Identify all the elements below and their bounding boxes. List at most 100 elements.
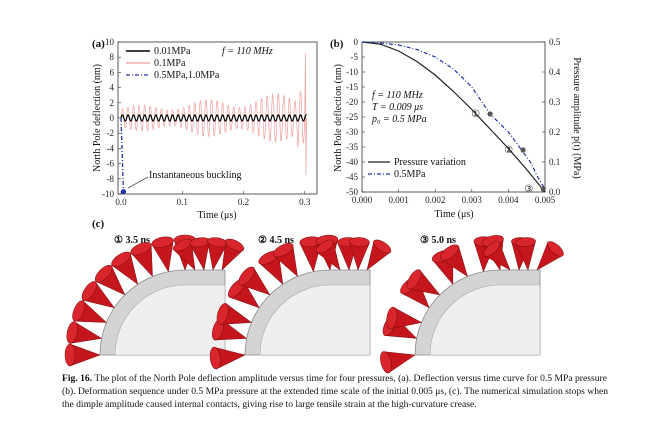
panel-b-legend: Pressure variation 0.5MPa bbox=[368, 157, 466, 180]
panel-b-x-tick-label: 0.003 bbox=[462, 195, 483, 205]
panel-a-legend: 0.01MPa 0.1MPa 0.5MPa,1.0MPa f = 110 MHz bbox=[126, 46, 273, 81]
panel-a-x-ticks: 0.0 0.1 0.2 0.3 bbox=[115, 191, 311, 207]
panel-a-y-tick-label: 4 bbox=[110, 83, 115, 93]
panel-a-y-ticks: 10 8 6 4 2 0 -2 -4 -6 -8 -10 bbox=[102, 37, 121, 199]
cone-base bbox=[440, 244, 460, 261]
series-0.5mpa-1.0mpa-line bbox=[120, 117, 125, 195]
panel-b-y-tick-label: -30 bbox=[346, 127, 358, 137]
panel-b-x-tick-label: 0.000 bbox=[352, 195, 373, 205]
cone-base bbox=[216, 303, 229, 325]
panel-b-y2-tick-label: 0.0 bbox=[549, 187, 561, 197]
frame-3-label: ③ 5.0 ns bbox=[420, 235, 456, 246]
panel-b-chart: 0 -5 -10 -15 -20 -25 -30 -35 -40 -45 -50 0.0 0.1 0.2… bbox=[333, 37, 582, 220]
panel-a-x-tick-label: 0.3 bbox=[299, 197, 311, 207]
panel-b-y-ticks: 0 -5 -10 -15 -20 -25 -30 -35 -40 -45 -50 bbox=[346, 37, 365, 197]
legend-label-0.5mpa: 0.5MPa bbox=[394, 169, 426, 180]
panel-a-y-tick-label: -10 bbox=[102, 189, 114, 199]
panel-b-frequency-annotation: f = 110 MHz bbox=[372, 90, 423, 101]
panel-b-y2-tick-label: 0.2 bbox=[549, 127, 560, 137]
panel-a-y-tick-label: -2 bbox=[107, 128, 115, 138]
panel-b-pressure-annotation: p₀ = 0.5 MPa bbox=[371, 114, 427, 125]
panel-a-chart: 10 8 6 4 2 0 -2 -4 -6 -8 -10 0.0 0.1 0.2 0.3 North Po… bbox=[92, 37, 318, 221]
deformation-frame-3 bbox=[380, 235, 564, 374]
panel-b-period-annotation: T = 0.009 μs bbox=[372, 102, 423, 113]
cone-base bbox=[406, 269, 422, 290]
panel-a-x-axis-label: Time (μs) bbox=[197, 210, 236, 221]
panel-b-y-tick-label: -40 bbox=[346, 157, 358, 167]
panel-a-x-tick-label: 0.1 bbox=[177, 197, 188, 207]
deformation-frame-2 bbox=[209, 234, 392, 370]
panel-a-y-tick-label: 0 bbox=[110, 113, 115, 123]
cone-base bbox=[64, 343, 76, 367]
frame-1-label: ① 3.5 ns bbox=[114, 235, 150, 246]
panel-a-y-axis-label: North Pole deflection (nm) bbox=[92, 64, 103, 172]
deformation-frame-1 bbox=[64, 234, 245, 367]
legend-label-0.5mpa-1.0mpa: 0.5MPa,1.0MPa bbox=[154, 70, 220, 81]
cone-base bbox=[238, 266, 255, 286]
panel-b-x-axis-label: Time (μs) bbox=[434, 209, 473, 220]
frame-2-label: ② 4.5 ns bbox=[258, 235, 294, 246]
panel-a-label: (a) bbox=[92, 38, 105, 50]
cone-base bbox=[373, 239, 392, 254]
panel-b-y2-tick-label: 0.4 bbox=[549, 67, 561, 77]
cone-base bbox=[349, 237, 370, 247]
panel-b-series bbox=[361, 41, 546, 193]
panel-a-x-tick-label: 0.2 bbox=[238, 197, 249, 207]
panel-b-y-tick-label: -5 bbox=[351, 52, 359, 62]
panel-a-y-tick-label: -4 bbox=[107, 143, 115, 153]
figure-caption: Fig. 16. The plot of the North Pole defl… bbox=[62, 372, 622, 411]
cone-base bbox=[547, 241, 564, 257]
panel-b-y-tick-label: -35 bbox=[346, 142, 358, 152]
series-pressure-variation-line bbox=[361, 41, 546, 193]
series-0.01mpa-line bbox=[120, 114, 308, 122]
panel-a-y-tick-label: 2 bbox=[110, 98, 115, 108]
panel-b-y2-tick-label: 0.3 bbox=[549, 97, 561, 107]
panel-b-x-tick-label: 0.002 bbox=[425, 195, 445, 205]
cone-base bbox=[515, 237, 536, 247]
panel-b-y-tick-label: -25 bbox=[346, 112, 358, 122]
cone-base bbox=[94, 264, 113, 283]
panel-c-deformation-sequence: ① 3.5 ns ② 4.5 ns ③ 5.0 ns bbox=[64, 234, 564, 374]
panel-b-y2-tick-label: 0.5 bbox=[549, 37, 561, 47]
shell-inner-surface bbox=[429, 284, 541, 356]
panel-b-x-tick-label: 0.004 bbox=[498, 195, 519, 205]
cone-base bbox=[209, 346, 221, 370]
panel-c-label: (c) bbox=[92, 218, 105, 230]
panel-a-x-tick-label: 0.0 bbox=[115, 197, 127, 207]
panel-a-y-tick-label: 10 bbox=[105, 37, 115, 47]
panel-a-y-tick-label: -6 bbox=[107, 159, 115, 169]
shell-inner-surface bbox=[114, 284, 226, 356]
panel-b-marker-point bbox=[540, 186, 546, 192]
cone-base bbox=[380, 351, 392, 374]
cone-base bbox=[172, 238, 192, 252]
panel-b-markers: ① ② ③ bbox=[471, 109, 546, 195]
panel-b-marker-label: ② bbox=[504, 145, 513, 156]
panel-a-frequency-annotation: f = 110 MHz bbox=[222, 46, 273, 57]
panel-b-x-tick-label: 0.005 bbox=[535, 195, 556, 205]
buckling-point bbox=[120, 189, 127, 195]
panel-b-marker-point bbox=[487, 111, 493, 117]
panel-a-y-tick-label: -8 bbox=[107, 174, 115, 184]
panel-a-series bbox=[120, 53, 308, 195]
legend-label-0.01mpa: 0.01MPa bbox=[154, 46, 191, 57]
cone-base bbox=[111, 251, 131, 268]
cone-base bbox=[272, 243, 294, 258]
panel-b-y-tick-label: -45 bbox=[346, 172, 358, 182]
panel-b-marker-label: ③ bbox=[524, 184, 533, 195]
panel-b-y-tick-label: 0 bbox=[354, 37, 359, 47]
panel-b-label: (b) bbox=[330, 38, 344, 50]
panel-b-y2-ticks: 0.0 0.1 0.2 0.3 0.4 0.5 bbox=[542, 37, 561, 197]
panel-b-marker-label: ① bbox=[471, 109, 480, 120]
legend-label-pressure-variation: Pressure variation bbox=[394, 157, 466, 168]
panel-b-marker-point bbox=[520, 147, 526, 153]
cone-base bbox=[386, 306, 398, 330]
cone-base bbox=[483, 241, 500, 257]
buckling-arrow bbox=[127, 176, 149, 189]
panel-b-y-tick-label: -15 bbox=[346, 82, 358, 92]
legend-label-0.1mpa: 0.1MPa bbox=[154, 58, 186, 69]
cone-base bbox=[72, 300, 86, 322]
panel-a-y-tick-label: 6 bbox=[110, 67, 115, 77]
caption-figure-number: Fig. 16. bbox=[62, 373, 93, 384]
panel-b-y-tick-label: -20 bbox=[346, 97, 358, 107]
